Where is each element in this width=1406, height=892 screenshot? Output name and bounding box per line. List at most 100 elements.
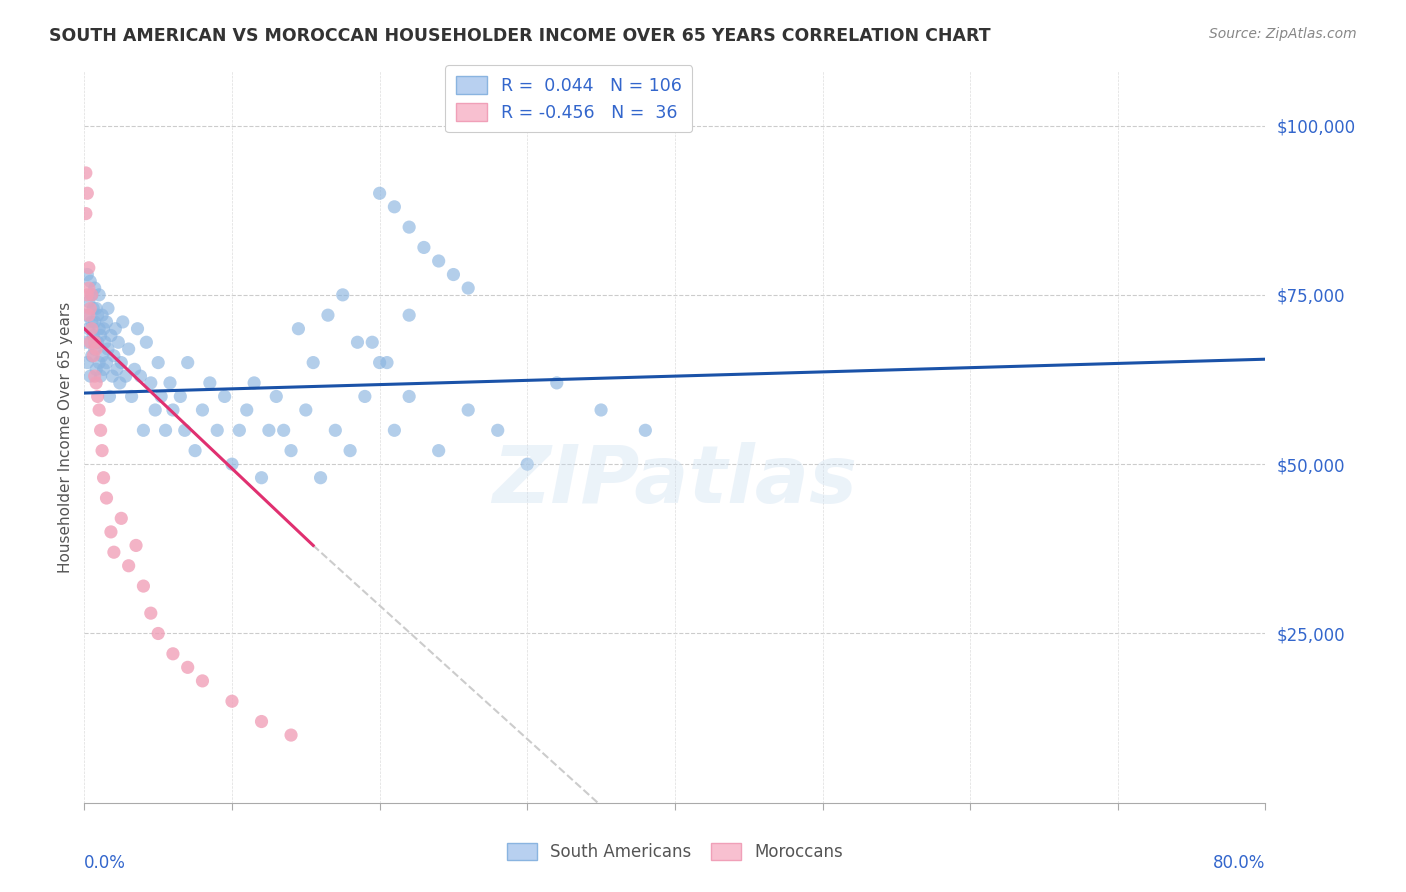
Point [79, 301, 101, 316]
Point [427, 443, 450, 458]
Point [108, 376, 131, 390]
Point [94, 335, 117, 350]
Point [87, 288, 111, 302]
Point [75, 308, 97, 322]
Point [257, 423, 280, 437]
Point [346, 335, 368, 350]
Point [79, 274, 101, 288]
Point [105, 362, 128, 376]
Point [80, 349, 103, 363]
Point [368, 355, 391, 369]
Point [84, 376, 107, 390]
Point [76, 268, 98, 282]
Point [82, 328, 104, 343]
Point [125, 538, 148, 552]
Point [87, 322, 111, 336]
Point [87, 355, 111, 369]
Point [77, 294, 100, 309]
Point [86, 335, 108, 350]
Point [591, 403, 613, 417]
Point [354, 389, 377, 403]
Point [110, 511, 132, 525]
Point [103, 349, 125, 363]
Point [243, 376, 266, 390]
Point [96, 491, 118, 505]
Point [457, 403, 479, 417]
Point [309, 471, 332, 485]
Point [93, 471, 115, 485]
Point [266, 389, 288, 403]
Point [91, 308, 114, 322]
Point [280, 443, 302, 458]
Point [207, 423, 229, 437]
Point [104, 322, 127, 336]
Point [398, 220, 420, 235]
Point [96, 315, 118, 329]
Point [132, 423, 155, 437]
Point [221, 457, 243, 471]
Point [316, 308, 339, 322]
Point [368, 186, 391, 201]
Point [398, 389, 420, 403]
Text: Source: ZipAtlas.com: Source: ZipAtlas.com [1209, 27, 1357, 41]
Point [162, 647, 184, 661]
Point [75, 206, 97, 220]
Point [124, 362, 146, 376]
Point [295, 403, 318, 417]
Point [118, 342, 141, 356]
Point [546, 376, 568, 390]
Point [135, 335, 157, 350]
Point [91, 443, 114, 458]
Point [80, 322, 103, 336]
Point [382, 200, 406, 214]
Point [91, 349, 114, 363]
Point [173, 423, 195, 437]
Point [114, 369, 136, 384]
Point [634, 423, 657, 437]
Point [382, 423, 406, 437]
Point [361, 335, 384, 350]
Point [77, 281, 100, 295]
Point [107, 335, 129, 350]
Point [76, 186, 98, 201]
Point [97, 342, 120, 356]
Point [118, 558, 141, 573]
Point [148, 355, 170, 369]
Point [90, 423, 112, 437]
Point [443, 268, 465, 282]
Point [101, 369, 124, 384]
Point [287, 322, 309, 336]
Point [97, 301, 120, 316]
Text: 0.0%: 0.0% [84, 854, 127, 871]
Point [302, 355, 325, 369]
Legend: South Americans, Moroccans: South Americans, Moroccans [501, 836, 849, 868]
Point [148, 626, 170, 640]
Point [75, 166, 97, 180]
Point [100, 524, 122, 539]
Point [79, 369, 101, 384]
Point [375, 355, 398, 369]
Point [198, 376, 221, 390]
Point [100, 328, 122, 343]
Point [77, 322, 100, 336]
Point [75, 335, 97, 350]
Point [177, 355, 200, 369]
Point [325, 423, 347, 437]
Point [250, 471, 273, 485]
Text: 80.0%: 80.0% [1213, 854, 1265, 871]
Point [127, 322, 149, 336]
Point [83, 315, 105, 329]
Point [79, 335, 101, 350]
Point [90, 328, 112, 343]
Point [413, 240, 436, 254]
Point [82, 301, 104, 316]
Text: ZIPatlas: ZIPatlas [492, 442, 858, 520]
Point [184, 443, 207, 458]
Point [228, 423, 250, 437]
Point [150, 389, 173, 403]
Point [93, 362, 115, 376]
Point [457, 281, 479, 295]
Point [83, 369, 105, 384]
Text: SOUTH AMERICAN VS MOROCCAN HOUSEHOLDER INCOME OVER 65 YEARS CORRELATION CHART: SOUTH AMERICAN VS MOROCCAN HOUSEHOLDER I… [49, 27, 991, 45]
Point [110, 355, 132, 369]
